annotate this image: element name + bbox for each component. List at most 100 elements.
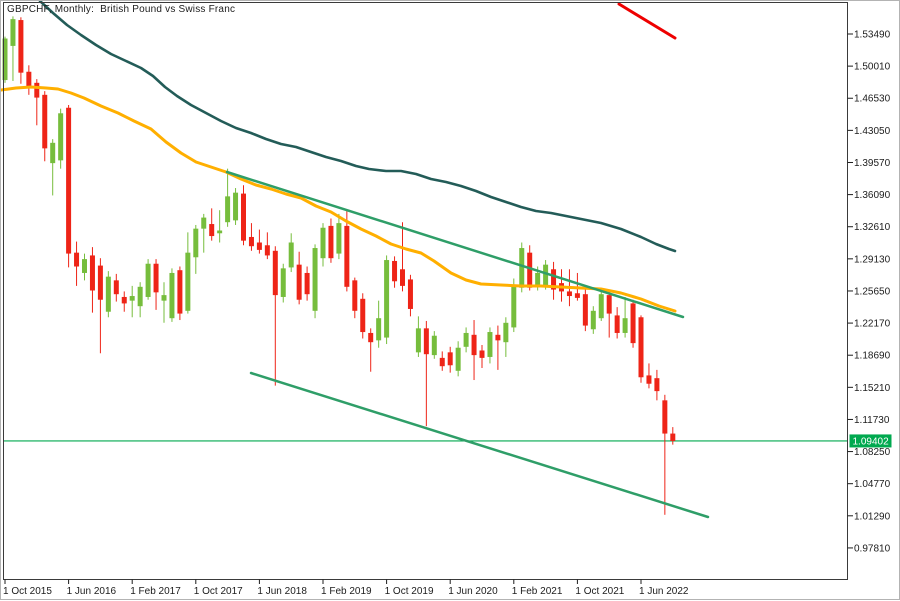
candle-body xyxy=(248,236,254,247)
candle-body xyxy=(574,293,580,298)
candle-body xyxy=(97,265,103,300)
candle-body xyxy=(193,228,199,258)
price-label: 1.08250 xyxy=(854,447,891,458)
candle-body xyxy=(82,259,87,273)
upper-trendline[interactable] xyxy=(225,170,685,319)
candle-body xyxy=(495,334,501,341)
candle-body xyxy=(590,310,596,330)
candle-body xyxy=(527,252,533,288)
candle-body xyxy=(201,217,207,229)
candle-body xyxy=(463,332,469,347)
candle-body xyxy=(566,291,572,297)
candle-body xyxy=(74,252,80,267)
time-label: 1 Feb 2019 xyxy=(321,586,372,597)
candle-body xyxy=(622,318,628,333)
candle-body xyxy=(105,276,111,312)
time-label: 1 Jun 2016 xyxy=(67,586,117,597)
candle-body xyxy=(352,280,358,311)
candle-body xyxy=(630,303,636,344)
time-label: 1 Feb 2021 xyxy=(512,586,563,597)
time-label: 1 Oct 2019 xyxy=(385,586,434,597)
lower-trendline[interactable] xyxy=(249,371,710,519)
candle-body xyxy=(646,375,652,384)
candle-body xyxy=(161,295,167,301)
candle-body xyxy=(344,225,350,287)
candle-body xyxy=(177,270,183,314)
candle-body xyxy=(272,250,278,296)
candle-body xyxy=(551,269,557,290)
candle-body xyxy=(479,350,485,358)
candle-body xyxy=(264,245,270,256)
candle-body xyxy=(543,264,549,286)
candle-body xyxy=(233,192,239,221)
candle-body xyxy=(455,347,461,371)
candle-body xyxy=(384,260,390,338)
candle-body xyxy=(129,296,135,301)
candle-body xyxy=(10,19,16,46)
slow-ma xyxy=(38,1,677,253)
candle-body xyxy=(376,318,382,341)
candle-body xyxy=(256,242,262,250)
candle-body xyxy=(137,286,143,307)
time-label: 1 Oct 2017 xyxy=(194,586,243,597)
time-label: 1 Jun 2022 xyxy=(639,586,689,597)
candle-body xyxy=(415,328,421,353)
candle-body xyxy=(535,272,541,287)
candle-body xyxy=(34,82,40,98)
time-label: 1 Jun 2018 xyxy=(257,586,307,597)
candle-body xyxy=(654,378,660,392)
candle-body xyxy=(209,224,215,237)
candle-body xyxy=(320,227,326,259)
candle-body xyxy=(66,107,72,254)
price-label: 1.53490 xyxy=(854,30,891,41)
candle-body xyxy=(225,196,231,223)
price-label: 1.15210 xyxy=(854,383,891,394)
price-label: 1.46530 xyxy=(854,94,891,105)
price-label: 1.29130 xyxy=(854,254,891,265)
price-label: 1.50010 xyxy=(854,62,891,73)
candle-body xyxy=(471,334,477,356)
candle-body xyxy=(431,335,437,356)
candle-body xyxy=(511,284,517,328)
candle-body xyxy=(288,242,294,268)
price-label: 1.36090 xyxy=(854,190,891,201)
candle-body xyxy=(582,294,588,326)
candle-body xyxy=(280,268,286,297)
candle-body xyxy=(121,296,127,304)
plot-frame xyxy=(3,2,848,580)
candle-body xyxy=(368,332,374,343)
time-label: 1 Feb 2017 xyxy=(130,586,181,597)
candle-body xyxy=(336,223,342,254)
candle-body xyxy=(503,322,509,343)
price-label: 1.25650 xyxy=(854,286,891,297)
candle-body xyxy=(185,252,191,311)
candle-body xyxy=(145,263,151,297)
candle-body xyxy=(400,269,405,286)
price-label: 1.04770 xyxy=(854,479,891,490)
price-label: 0.97810 xyxy=(854,543,891,554)
candle-body xyxy=(598,294,604,319)
candle-body xyxy=(312,248,318,311)
candle-body xyxy=(606,295,612,314)
red-trendline[interactable] xyxy=(617,2,677,40)
candle-body xyxy=(638,317,644,378)
price-label: 1.01290 xyxy=(854,511,891,522)
time-label: 1 Oct 2015 xyxy=(3,586,52,597)
candle-body xyxy=(89,255,95,291)
price-label: 1.43050 xyxy=(854,126,891,137)
candle-body xyxy=(217,230,223,234)
candle-body xyxy=(360,298,366,333)
price-label: 1.39570 xyxy=(854,158,891,169)
candle-body xyxy=(26,71,32,87)
candle-body xyxy=(447,352,453,366)
candle-body xyxy=(614,315,620,333)
price-label: 1.32610 xyxy=(854,222,891,233)
time-label: 1 Jun 2020 xyxy=(448,586,498,597)
candle-body xyxy=(50,142,56,164)
candle-body xyxy=(153,263,159,293)
price-label: 1.18690 xyxy=(854,351,891,362)
candle-body xyxy=(439,357,445,367)
candle-body xyxy=(304,272,310,295)
